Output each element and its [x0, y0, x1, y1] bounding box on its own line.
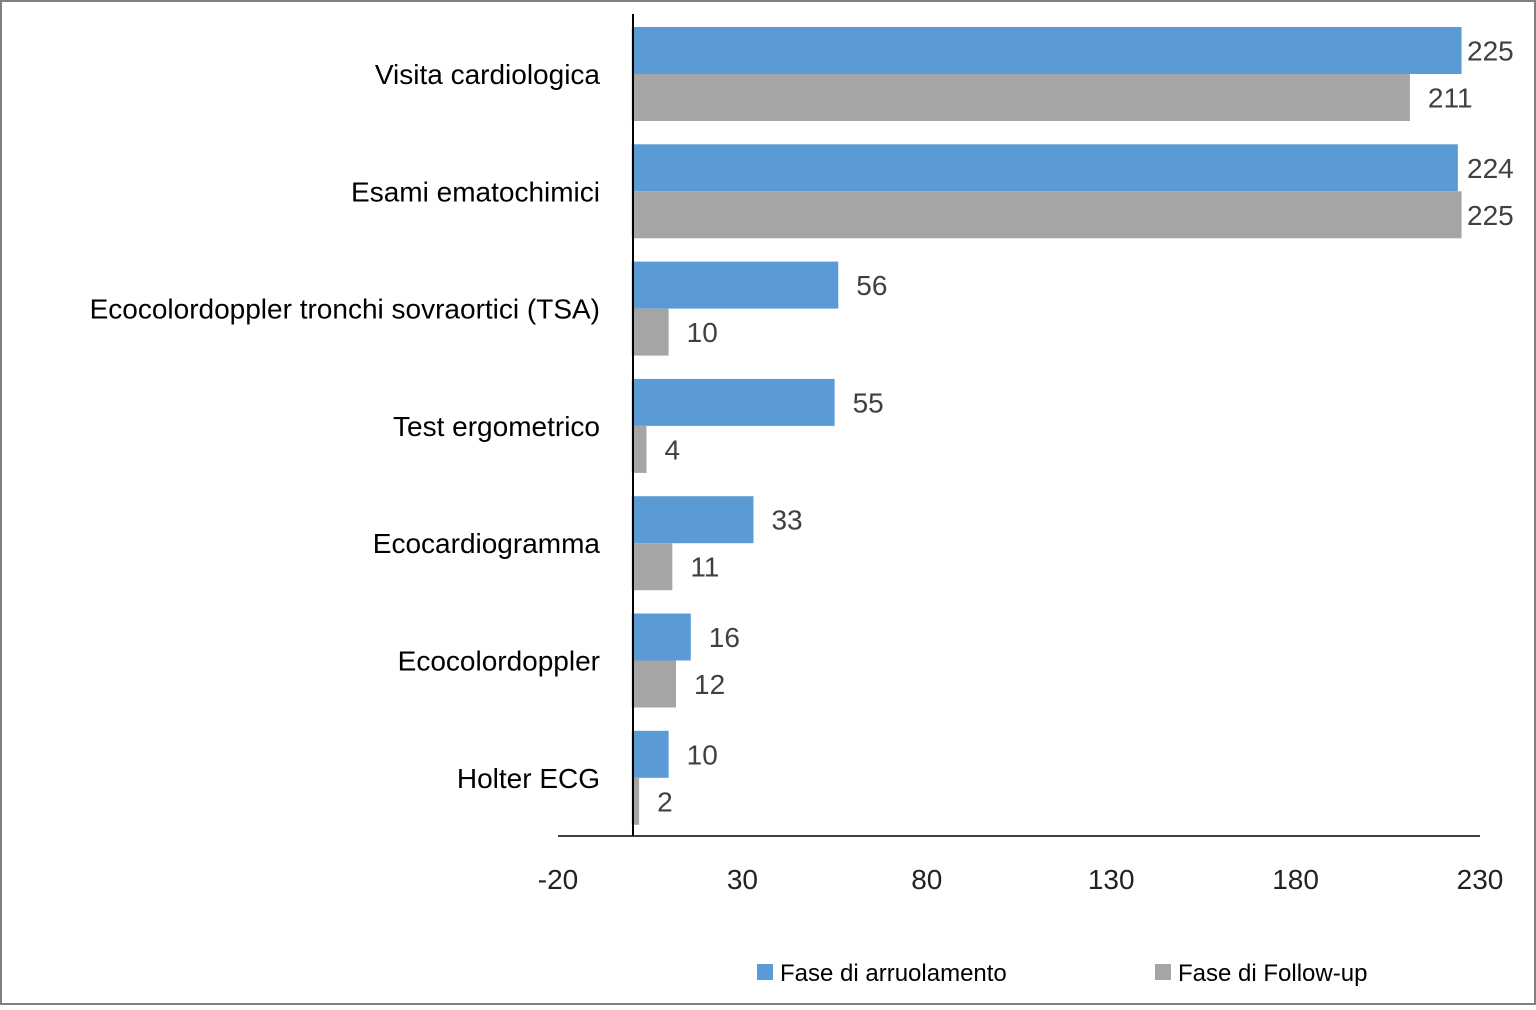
bar-arruolamento — [631, 730, 669, 778]
legend-label: Fase di Follow-up — [1178, 960, 1367, 987]
data-label: 56 — [856, 270, 887, 301]
data-label: 12 — [694, 669, 725, 700]
data-label: 225 — [1467, 36, 1514, 67]
data-label: 55 — [853, 387, 884, 418]
bar-arruolamento — [631, 261, 839, 309]
category-label: Ecocardiogramma — [373, 528, 601, 559]
data-label: 11 — [690, 552, 719, 583]
category-label: Test ergometrico — [393, 411, 600, 442]
category-label: Holter ECG — [457, 763, 600, 794]
category-label: Ecocolordoppler tronchi sovraortici (TSA… — [90, 294, 600, 325]
legend-label: Fase di arruolamento — [780, 960, 1007, 987]
legend: Fase di arruolamento Fase di Follow-up — [757, 960, 1367, 987]
x-tick-label: 230 — [1457, 864, 1504, 895]
bar-follow-up — [631, 191, 1462, 239]
bar-follow-up — [631, 543, 673, 591]
x-tick-label: 130 — [1088, 864, 1135, 895]
bar-follow-up — [631, 74, 1410, 121]
data-label: 4 — [665, 434, 681, 465]
data-label: 10 — [687, 317, 718, 348]
legend-swatch — [757, 964, 773, 980]
x-tick-label: 180 — [1272, 864, 1319, 895]
bar-arruolamento — [631, 613, 691, 661]
bar-follow-up — [631, 308, 669, 356]
x-tick-label: 30 — [727, 864, 758, 895]
category-label: Visita cardiologica — [375, 59, 601, 90]
bar-follow-up — [631, 660, 677, 708]
data-label: 2 — [657, 786, 673, 817]
data-label: 211 — [1428, 83, 1473, 114]
x-tick-label: 80 — [911, 864, 942, 895]
data-label: 16 — [709, 622, 740, 653]
x-tick-label: -20 — [538, 864, 578, 895]
category-label: Ecocolordoppler — [398, 646, 600, 677]
data-label: 224 — [1467, 153, 1514, 184]
data-label: 225 — [1467, 200, 1514, 231]
data-label: 10 — [687, 739, 718, 770]
category-label: Esami ematochimici — [351, 176, 600, 207]
bar-arruolamento — [631, 378, 835, 426]
data-label: 33 — [771, 505, 802, 536]
bar-arruolamento — [631, 496, 754, 544]
legend-swatch — [1155, 964, 1171, 980]
bar-follow-up — [631, 425, 647, 473]
bar-arruolamento — [631, 27, 1462, 74]
bar-follow-up — [631, 777, 640, 825]
bar-arruolamento — [631, 144, 1458, 192]
